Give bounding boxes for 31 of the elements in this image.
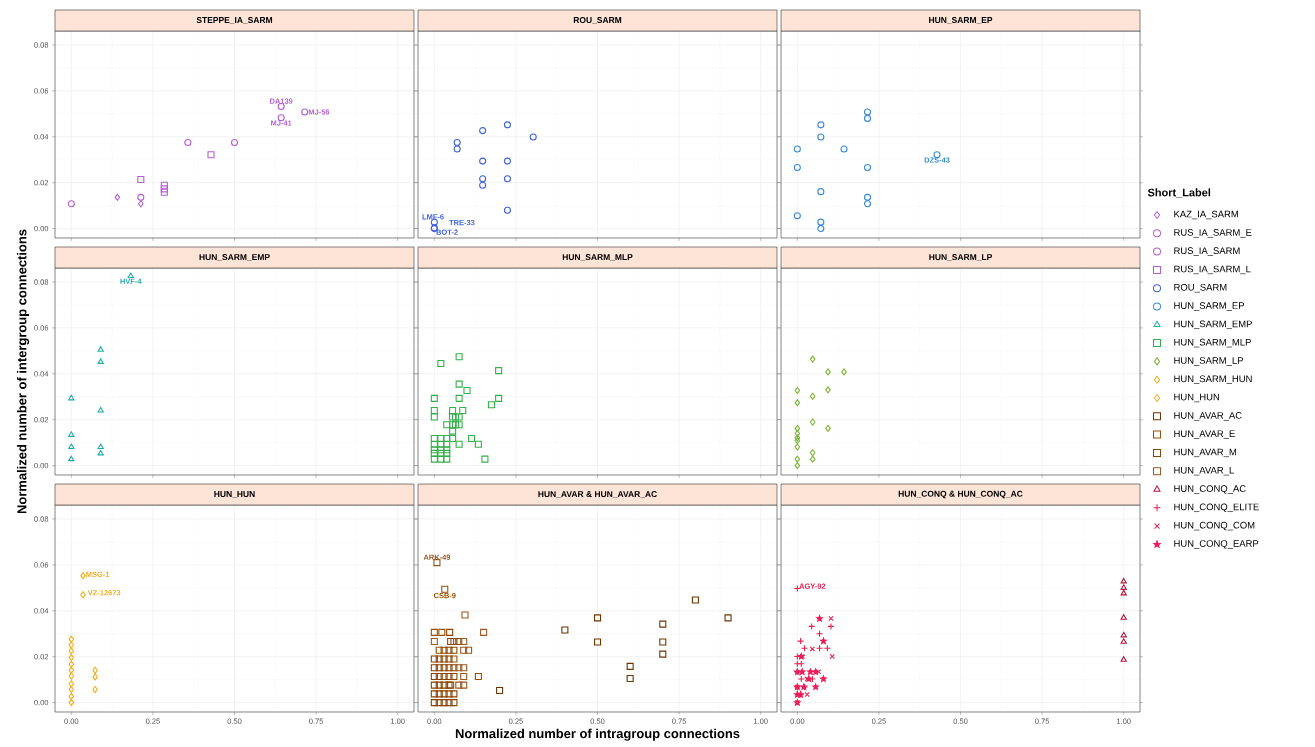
chart-title: HUN_SARM_LP [929,254,992,261]
legend-label: HUN_AVAR_L [1174,467,1234,476]
chart-title: ROU_SARM [573,17,622,24]
legend-label: RUS_IA_SARM [1174,247,1240,256]
chart-title: HUN_SARM_EP [929,17,993,24]
legend-label: HUN_AVAR_AC [1174,412,1242,421]
legend-label: KAZ_IA_SARM [1174,210,1238,220]
legend-label: HUN_SARM_EP [1174,302,1245,311]
legend-label: HUN_CONQ_AC [1174,485,1246,494]
legend-label: RUS_IA_SARM_L [1174,265,1251,275]
legend-label: HUN_SARM_LP [1174,357,1243,366]
legend-label: ROU_SARM [1174,283,1227,293]
legend-label: RUS_IA_SARM_E [1174,229,1252,238]
chart-title: HUN_SARM_MLP [562,254,633,261]
x-axis-title: Normalized number of intragroup connections [455,728,740,741]
chart-title: STEPPE_IA_SARM [196,17,273,24]
legend-label: HUN_AVAR_E [1174,430,1235,439]
legend-label: HUN_CONQ_EARP [1174,540,1259,549]
legend-label: HUN_HUN [1174,393,1220,403]
legend-label: HUN_AVAR_M [1174,448,1237,458]
chart-title: HUN_AVAR & HUN_AVAR_AC [538,491,657,498]
legend-label: HUN_SARM_EMP [1174,320,1252,330]
y-axis-title: Normalized number of intergroup connections [16,229,30,514]
chart-title: HUN_HUN [214,491,255,498]
legend-label: HUN_SARM_MLP [1174,338,1251,348]
chart-title: HUN_SARM_EMP [199,254,270,261]
legend-label: HUN_CONQ_COM [1174,521,1255,531]
legend-label: HUN_CONQ_ELITE [1174,503,1259,513]
chart-title: HUN_CONQ & HUN_CONQ_AC [898,490,1023,499]
legend-label: HUN_SARM_HUN [1174,375,1252,384]
legend-title: Short_Label [1147,188,1211,198]
